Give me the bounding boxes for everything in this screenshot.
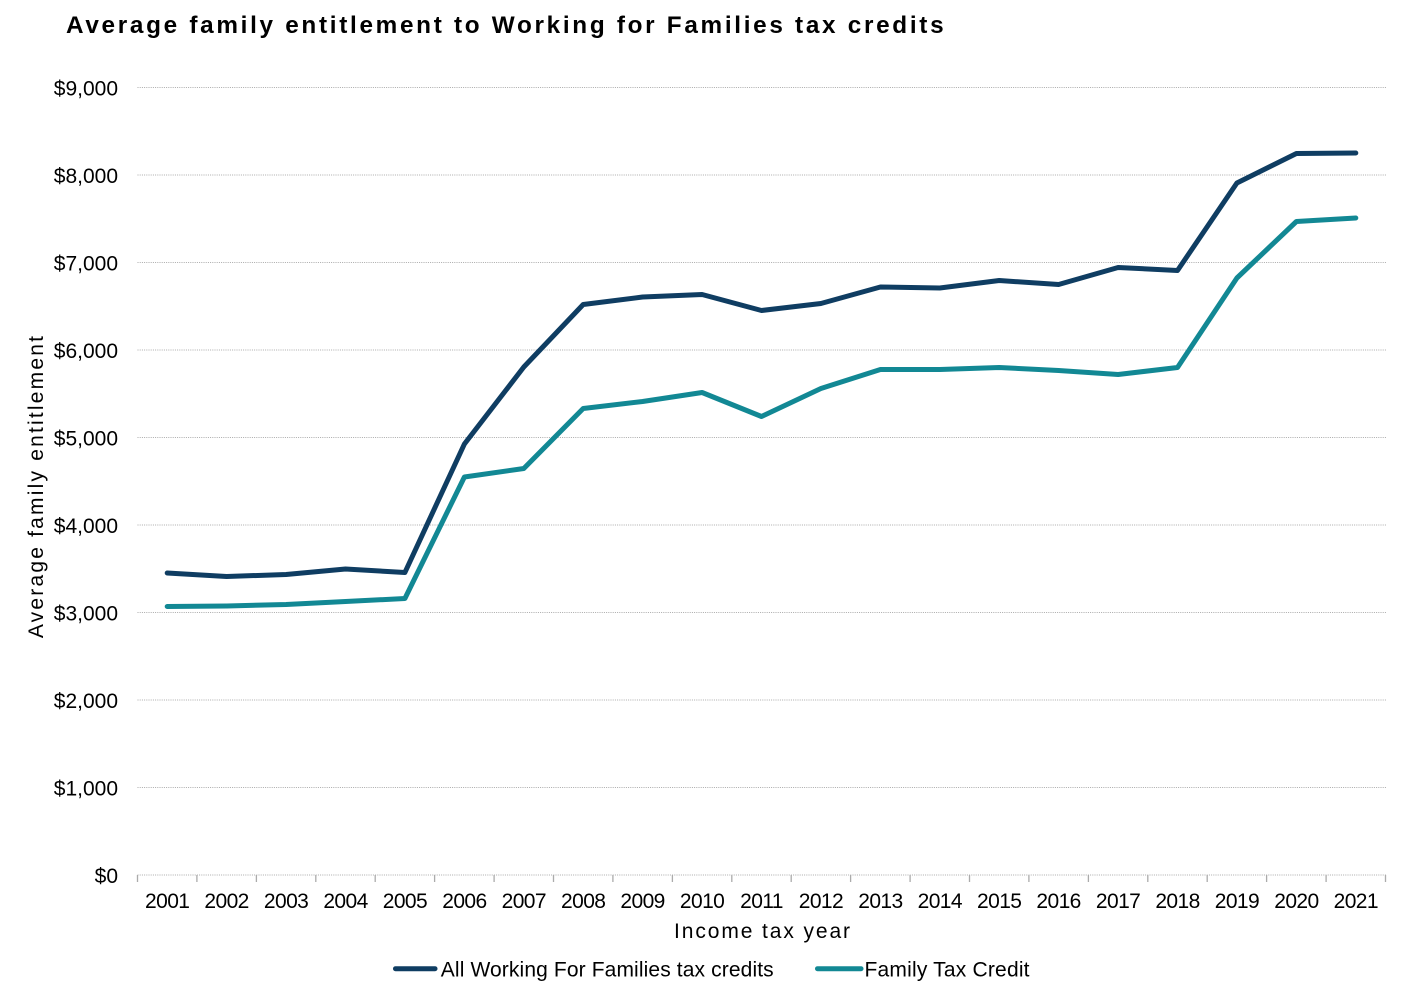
svg-text:2017: 2017 xyxy=(1096,890,1140,913)
svg-text:2019: 2019 xyxy=(1215,890,1259,913)
svg-text:2021: 2021 xyxy=(1334,890,1378,913)
svg-text:2009: 2009 xyxy=(620,890,664,913)
svg-text:$0: $0 xyxy=(95,865,118,888)
svg-text:$3,000: $3,000 xyxy=(54,603,118,626)
svg-text:2012: 2012 xyxy=(799,890,843,913)
svg-text:2008: 2008 xyxy=(561,890,605,913)
svg-text:2006: 2006 xyxy=(442,890,486,913)
svg-text:2007: 2007 xyxy=(502,890,546,913)
svg-text:Family Tax Credit: Family Tax Credit xyxy=(865,959,1030,982)
svg-text:2015: 2015 xyxy=(977,890,1021,913)
svg-text:2003: 2003 xyxy=(264,890,308,913)
svg-text:2014: 2014 xyxy=(918,890,963,913)
svg-text:$1,000: $1,000 xyxy=(54,778,118,801)
svg-text:All Working For Families tax c: All Working For Families tax credits xyxy=(441,959,774,982)
svg-text:$5,000: $5,000 xyxy=(54,428,118,451)
svg-text:$9,000: $9,000 xyxy=(54,78,118,101)
svg-text:$7,000: $7,000 xyxy=(54,253,118,276)
svg-text:2005: 2005 xyxy=(383,890,427,913)
svg-text:Average family entitlement to: Average family entitlement to Working fo… xyxy=(66,12,946,39)
svg-text:2001: 2001 xyxy=(145,890,189,913)
svg-text:$2,000: $2,000 xyxy=(54,690,118,713)
svg-text:2010: 2010 xyxy=(680,890,724,913)
svg-text:2020: 2020 xyxy=(1274,890,1318,913)
svg-text:2016: 2016 xyxy=(1036,890,1080,913)
svg-text:2013: 2013 xyxy=(858,890,902,913)
svg-text:$4,000: $4,000 xyxy=(54,515,118,538)
svg-text:Average family entitlement: Average family entitlement xyxy=(25,334,48,638)
svg-text:2002: 2002 xyxy=(204,890,248,913)
svg-text:2018: 2018 xyxy=(1155,890,1199,913)
svg-text:$8,000: $8,000 xyxy=(54,165,118,188)
svg-text:2011: 2011 xyxy=(740,890,783,913)
svg-text:Income tax year: Income tax year xyxy=(674,920,852,943)
svg-text:2004: 2004 xyxy=(323,890,368,913)
svg-text:$6,000: $6,000 xyxy=(54,340,118,363)
